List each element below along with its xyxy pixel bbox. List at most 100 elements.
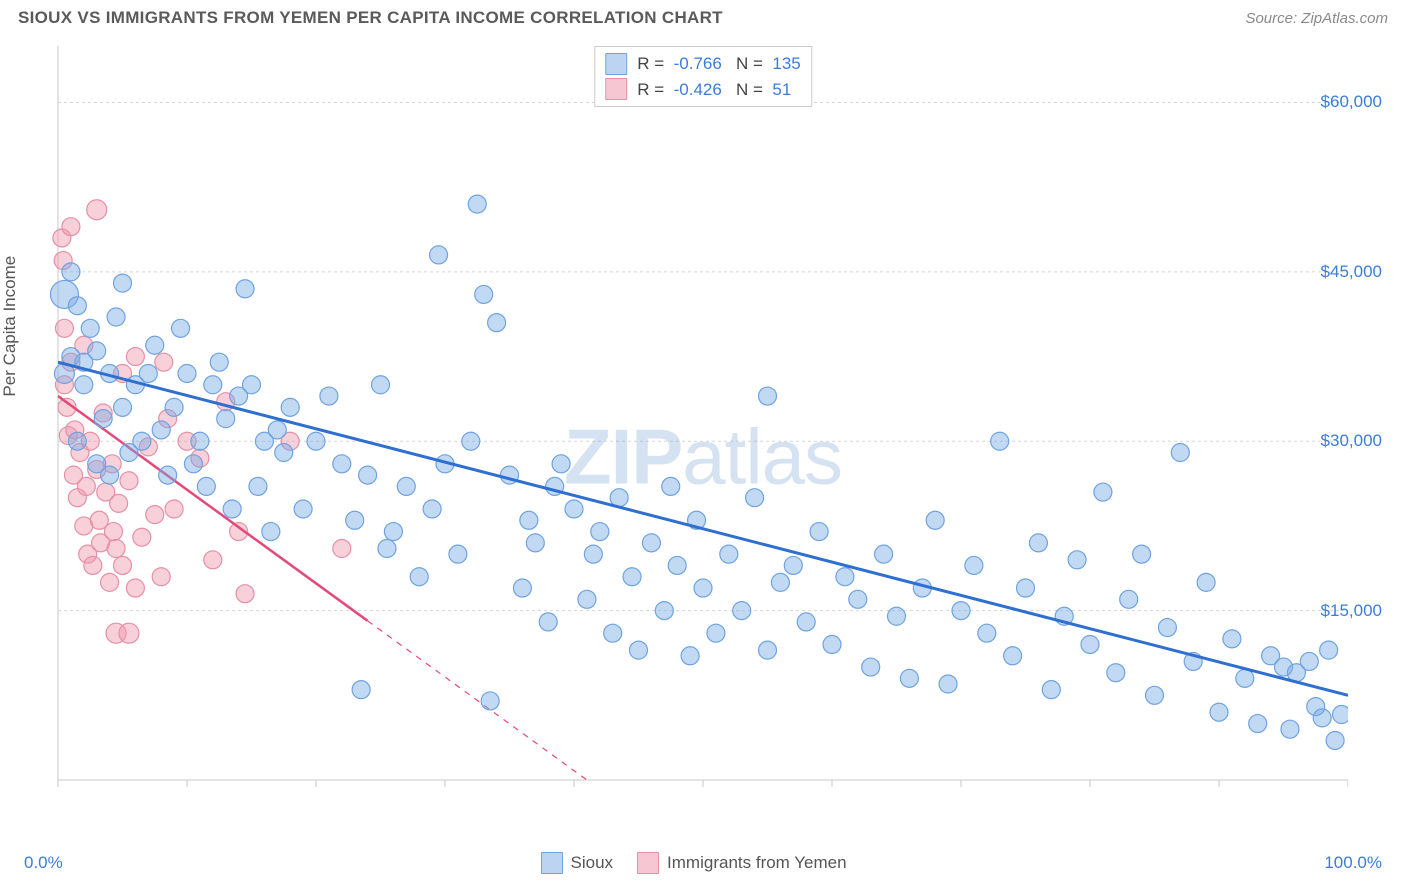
data-point (746, 489, 764, 507)
data-point (184, 455, 202, 473)
data-point (430, 246, 448, 264)
data-point (1017, 579, 1035, 597)
x-axis-max: 100.0% (1324, 853, 1382, 873)
data-point (159, 466, 177, 484)
data-point (836, 568, 854, 586)
data-point (204, 551, 222, 569)
data-point (119, 623, 139, 643)
data-point (333, 455, 351, 473)
data-point (849, 590, 867, 608)
data-point (526, 534, 544, 552)
data-point (1300, 652, 1318, 670)
data-point (926, 511, 944, 529)
data-point (1158, 619, 1176, 637)
data-point (810, 523, 828, 541)
data-point (623, 568, 641, 586)
legend-item: Immigrants from Yemen (637, 852, 847, 874)
y-axis-label: Per Capita Income (0, 256, 20, 397)
data-point (126, 579, 144, 597)
data-point (152, 421, 170, 439)
data-point (875, 545, 893, 563)
scatter-chart (18, 40, 1348, 810)
data-point (591, 523, 609, 541)
data-point (146, 506, 164, 524)
data-point (243, 376, 261, 394)
data-point (68, 297, 86, 315)
correlation-legend: R = -0.766 N = 135 R = -0.426 N = 51 (594, 46, 812, 107)
y-tick-label: $45,000 (1321, 262, 1382, 282)
legend-swatch (637, 852, 659, 874)
data-point (178, 364, 196, 382)
data-point (84, 556, 102, 574)
data-point (991, 432, 1009, 450)
legend-stat: R = -0.426 N = 51 (637, 77, 791, 103)
data-point (210, 353, 228, 371)
data-point (1326, 731, 1344, 749)
data-point (1333, 706, 1348, 724)
data-point (1210, 703, 1228, 721)
y-tick-label: $15,000 (1321, 601, 1382, 621)
data-point (584, 545, 602, 563)
data-point (1081, 635, 1099, 653)
data-point (378, 540, 396, 558)
data-point (397, 477, 415, 495)
data-point (320, 387, 338, 405)
data-point (139, 364, 157, 382)
data-point (1068, 551, 1086, 569)
data-point (77, 477, 95, 495)
data-point (468, 195, 486, 213)
data-point (114, 556, 132, 574)
data-point (81, 319, 99, 337)
data-point (165, 398, 183, 416)
trend-line (58, 362, 1348, 695)
legend-swatch (541, 852, 563, 874)
data-point (359, 466, 377, 484)
data-point (152, 568, 170, 586)
data-point (481, 692, 499, 710)
data-point (346, 511, 364, 529)
data-point (539, 613, 557, 631)
data-point (1236, 669, 1254, 687)
data-point (107, 308, 125, 326)
legend-swatch (605, 53, 627, 75)
data-point (449, 545, 467, 563)
data-point (268, 421, 286, 439)
series-legend: SiouxImmigrants from Yemen (541, 852, 847, 874)
data-point (797, 613, 815, 631)
data-point (155, 353, 173, 371)
data-point (62, 218, 80, 236)
data-point (681, 647, 699, 665)
y-tick-label: $60,000 (1321, 92, 1382, 112)
data-point (1197, 573, 1215, 591)
data-point (952, 602, 970, 620)
legend-swatch (605, 78, 627, 100)
data-point (475, 285, 493, 303)
data-point (1107, 664, 1125, 682)
data-point (352, 681, 370, 699)
data-point (55, 319, 73, 337)
data-point (900, 669, 918, 687)
data-point (172, 319, 190, 337)
data-point (88, 342, 106, 360)
data-point (87, 200, 107, 220)
data-point (1004, 647, 1022, 665)
legend-row: R = -0.766 N = 135 (605, 51, 801, 77)
data-point (107, 540, 125, 558)
data-point (249, 477, 267, 495)
data-point (101, 573, 119, 591)
data-point (707, 624, 725, 642)
data-point (110, 494, 128, 512)
data-point (662, 477, 680, 495)
data-point (565, 500, 583, 518)
data-point (1313, 709, 1331, 727)
data-point (759, 641, 777, 659)
x-axis-footer: 0.0% SiouxImmigrants from Yemen 100.0% (18, 852, 1388, 874)
data-point (204, 376, 222, 394)
data-point (1133, 545, 1151, 563)
data-point (146, 336, 164, 354)
data-point (236, 585, 254, 603)
data-point (630, 641, 648, 659)
data-point (462, 432, 480, 450)
data-point (939, 675, 957, 693)
legend-row: R = -0.426 N = 51 (605, 77, 801, 103)
